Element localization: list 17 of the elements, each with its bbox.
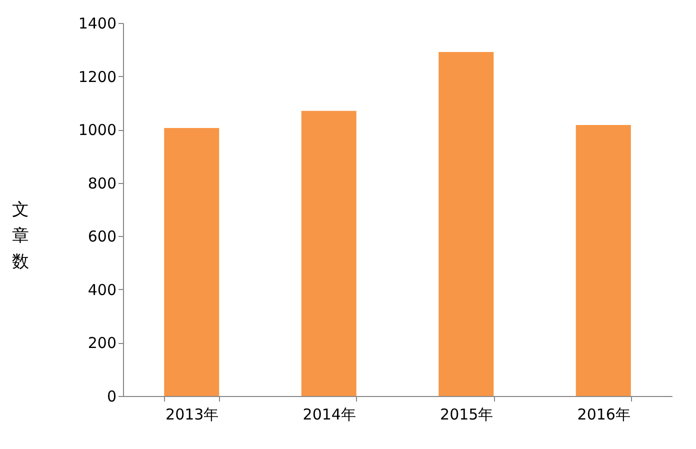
y-tick-label: 1000 [78, 121, 116, 140]
x-tick-label: 2015年 [440, 406, 494, 424]
x-tick-label: 2014年 [302, 406, 356, 424]
bar [576, 125, 631, 396]
y-axis-title: 文章数 [12, 200, 29, 272]
bar [301, 110, 356, 396]
y-tick-label: 600 [88, 228, 116, 246]
x-tick-label: 2016年 [577, 406, 630, 424]
y-tick-label: 800 [88, 174, 116, 192]
y-tick-label: 400 [88, 280, 116, 299]
y-tick-label: 1200 [78, 68, 116, 86]
bar [164, 128, 220, 396]
x-tick-label: 2013年 [166, 406, 219, 424]
y-tick-label: 0 [106, 388, 116, 406]
y-tick-label: 200 [88, 334, 116, 352]
bar [438, 52, 494, 396]
y-tick-label: 1400 [78, 14, 116, 32]
